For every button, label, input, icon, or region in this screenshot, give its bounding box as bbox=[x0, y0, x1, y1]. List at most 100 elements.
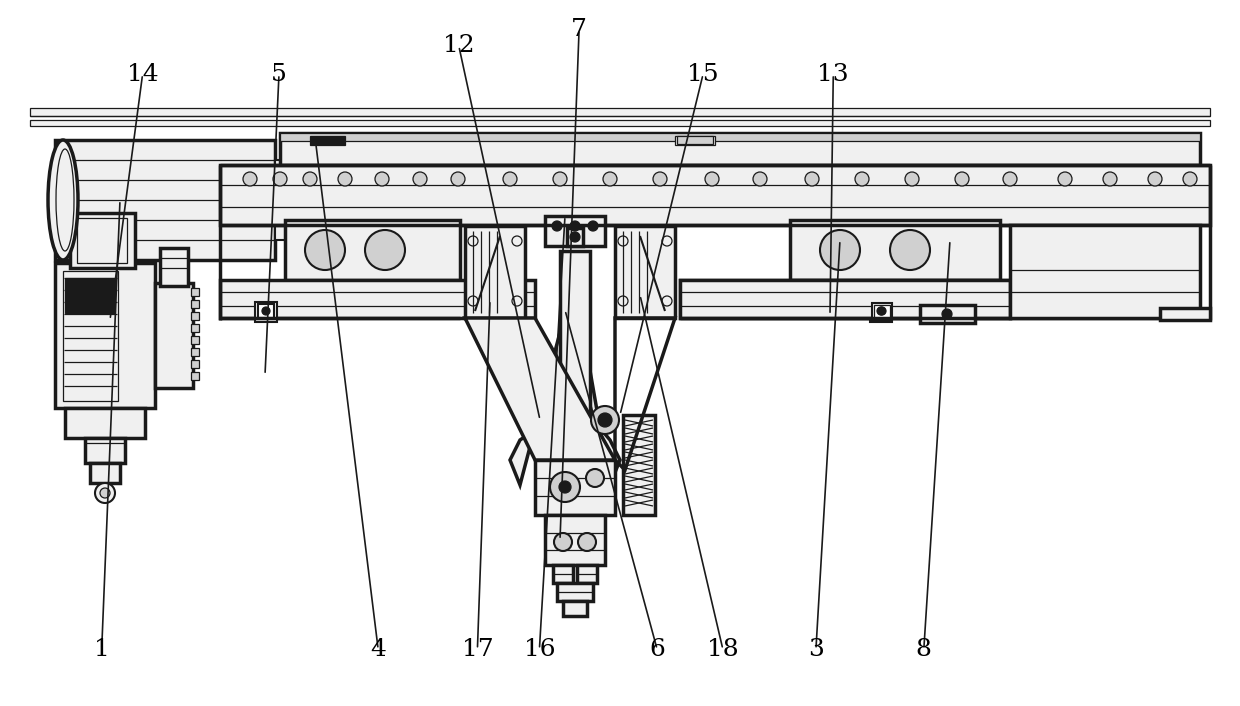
Circle shape bbox=[451, 172, 465, 186]
Circle shape bbox=[603, 172, 618, 186]
Bar bbox=[191, 372, 198, 380]
Bar bbox=[870, 302, 892, 322]
Bar bbox=[219, 280, 534, 318]
Bar bbox=[280, 133, 1200, 141]
Bar bbox=[191, 360, 198, 368]
Circle shape bbox=[1104, 172, 1117, 186]
Ellipse shape bbox=[48, 140, 78, 260]
Bar bbox=[63, 271, 118, 401]
Circle shape bbox=[753, 172, 768, 186]
Circle shape bbox=[905, 172, 919, 186]
Bar bbox=[155, 283, 193, 388]
Circle shape bbox=[262, 307, 270, 315]
Circle shape bbox=[100, 488, 110, 498]
Bar bbox=[191, 288, 198, 296]
Bar bbox=[546, 216, 605, 246]
Text: 12: 12 bbox=[443, 35, 475, 57]
Circle shape bbox=[890, 230, 930, 270]
Bar bbox=[577, 565, 596, 583]
Bar bbox=[191, 312, 198, 320]
Bar bbox=[615, 226, 675, 318]
Text: 3: 3 bbox=[808, 638, 823, 661]
Bar bbox=[285, 220, 460, 280]
Bar bbox=[64, 408, 145, 438]
Bar bbox=[275, 160, 293, 240]
Bar bbox=[293, 170, 303, 230]
Polygon shape bbox=[510, 256, 580, 485]
Bar bbox=[553, 565, 573, 583]
Bar bbox=[567, 228, 583, 246]
Bar bbox=[465, 226, 525, 318]
Polygon shape bbox=[465, 318, 615, 460]
Bar bbox=[191, 324, 198, 332]
Text: 1: 1 bbox=[94, 638, 109, 661]
Circle shape bbox=[598, 413, 613, 427]
Circle shape bbox=[365, 230, 405, 270]
Circle shape bbox=[591, 406, 619, 434]
Circle shape bbox=[942, 309, 952, 319]
Circle shape bbox=[877, 307, 885, 315]
Bar bbox=[219, 165, 1210, 225]
Circle shape bbox=[570, 232, 580, 242]
Circle shape bbox=[553, 172, 567, 186]
Circle shape bbox=[374, 172, 389, 186]
Circle shape bbox=[570, 221, 580, 231]
Circle shape bbox=[273, 172, 286, 186]
Text: 8: 8 bbox=[916, 638, 931, 661]
Bar bbox=[872, 303, 892, 320]
Bar bbox=[546, 515, 605, 565]
Bar bbox=[64, 278, 115, 313]
Circle shape bbox=[587, 469, 604, 487]
Circle shape bbox=[559, 481, 570, 493]
Text: 7: 7 bbox=[572, 18, 587, 41]
Bar bbox=[55, 140, 275, 260]
Text: 15: 15 bbox=[687, 63, 719, 85]
Bar bbox=[675, 136, 715, 145]
Bar bbox=[255, 302, 277, 322]
Bar bbox=[77, 218, 126, 263]
Circle shape bbox=[243, 172, 257, 186]
Circle shape bbox=[1183, 172, 1197, 186]
Bar bbox=[1011, 225, 1200, 318]
Text: 16: 16 bbox=[523, 638, 556, 661]
Text: 14: 14 bbox=[126, 63, 159, 85]
Circle shape bbox=[552, 221, 562, 231]
Circle shape bbox=[578, 533, 596, 551]
Bar bbox=[534, 460, 615, 515]
Text: 13: 13 bbox=[817, 63, 849, 85]
Polygon shape bbox=[570, 256, 620, 485]
Bar bbox=[622, 415, 655, 515]
Bar bbox=[30, 120, 1210, 126]
Circle shape bbox=[588, 221, 598, 231]
Circle shape bbox=[554, 533, 572, 551]
Circle shape bbox=[503, 172, 517, 186]
Circle shape bbox=[820, 230, 861, 270]
Bar bbox=[310, 136, 345, 145]
Bar bbox=[790, 220, 999, 280]
Bar bbox=[557, 583, 593, 601]
Circle shape bbox=[653, 172, 667, 186]
Text: 5: 5 bbox=[272, 63, 286, 85]
Text: 4: 4 bbox=[371, 638, 386, 661]
Bar bbox=[680, 280, 1011, 318]
Circle shape bbox=[805, 172, 818, 186]
Bar bbox=[55, 263, 155, 408]
Circle shape bbox=[95, 483, 115, 503]
Bar bbox=[258, 304, 274, 318]
Circle shape bbox=[551, 472, 580, 502]
Bar bbox=[30, 108, 1210, 116]
Bar bbox=[680, 280, 1011, 318]
Circle shape bbox=[305, 230, 345, 270]
Circle shape bbox=[856, 172, 869, 186]
Bar bbox=[563, 601, 587, 616]
Bar bbox=[191, 300, 198, 308]
Bar bbox=[191, 348, 198, 356]
Bar bbox=[560, 251, 590, 425]
Bar bbox=[91, 463, 120, 483]
Bar bbox=[920, 305, 975, 323]
Bar bbox=[191, 336, 198, 344]
Circle shape bbox=[339, 172, 352, 186]
Circle shape bbox=[1003, 172, 1017, 186]
Text: 17: 17 bbox=[461, 638, 494, 661]
Bar bbox=[160, 248, 188, 286]
